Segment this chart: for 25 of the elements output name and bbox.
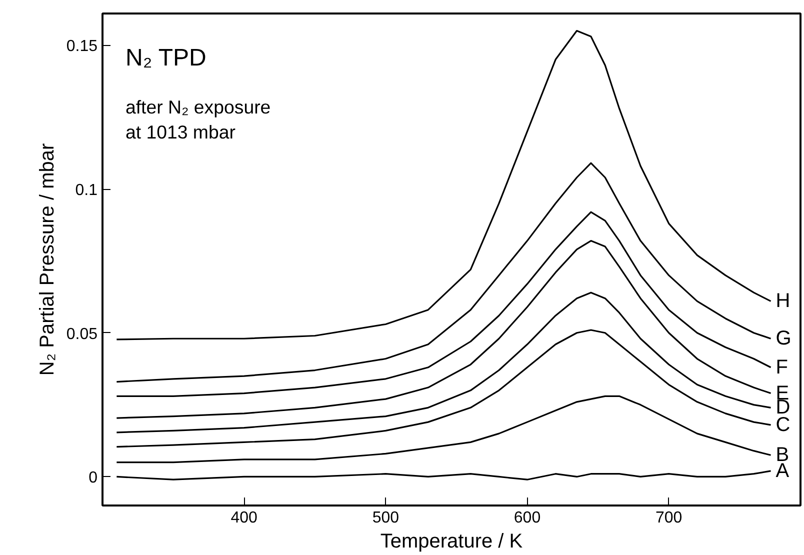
x-tick-label: 700 bbox=[655, 510, 682, 526]
series-label: H bbox=[776, 290, 790, 312]
line-series bbox=[116, 162, 772, 383]
series-label: G bbox=[776, 328, 792, 350]
y-tick-label: 0.15 bbox=[66, 38, 98, 56]
line-series bbox=[116, 329, 772, 448]
series-label: C bbox=[776, 414, 790, 436]
line-series bbox=[116, 470, 772, 480]
y-tick-label: 0.1 bbox=[75, 182, 98, 200]
line-series bbox=[116, 395, 772, 464]
annotation: at 1013 mbar bbox=[126, 122, 236, 142]
line-series bbox=[116, 240, 772, 419]
line-series bbox=[116, 30, 772, 340]
line-series bbox=[116, 292, 772, 434]
x-axis-title: Temperature / K bbox=[380, 530, 524, 552]
x-tick-label: 500 bbox=[372, 510, 400, 526]
series-label: F bbox=[776, 356, 788, 378]
annotation: N₂ TPD bbox=[126, 44, 206, 72]
x-tick-label: 600 bbox=[514, 510, 541, 526]
y-tick-label: 0.05 bbox=[66, 326, 98, 343]
x-tick-label: 400 bbox=[230, 510, 258, 526]
line-series bbox=[116, 211, 772, 397]
y-tick-label: 0 bbox=[88, 470, 98, 487]
annotation: after N₂ exposure bbox=[126, 96, 271, 118]
y-axis-title: N₂ Partial Pressure / mbar bbox=[36, 143, 58, 376]
